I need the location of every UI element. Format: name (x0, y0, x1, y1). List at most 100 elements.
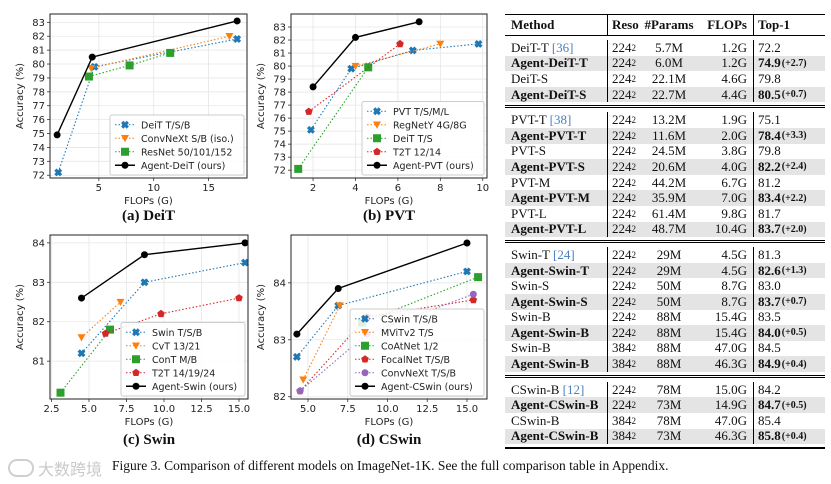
reso-value: 224 (612, 278, 632, 294)
cell-flops: 47.0G (714, 340, 747, 356)
y-tick-label: 82 (273, 392, 286, 403)
cell-top1: 78.4 (+3.3) (753, 128, 825, 144)
cell-params: 24.5M (651, 143, 687, 159)
cell-method: PVT-T [38] (505, 112, 607, 128)
top1-value: 84.7 (758, 397, 781, 413)
reso-value: 224 (612, 293, 632, 309)
table-row: Swin-S 224 2 50M 8.7G 83.0 (505, 278, 825, 294)
y-tick-label: 77 (32, 101, 45, 112)
y-tick-label: 72 (32, 171, 45, 182)
cell-top1: 85.4 (753, 413, 825, 429)
cell-top1: 82.6 (+1.3) (753, 263, 825, 279)
cell-top1: 81.2 (753, 175, 825, 191)
cell-params: 61.4M (651, 205, 687, 221)
y-tick-label: 81 (32, 357, 45, 368)
cell-top1: 85.8 (+0.4) (753, 428, 825, 445)
legend-marker (361, 369, 369, 377)
citation-link[interactable]: [12] (562, 381, 585, 397)
data-point (351, 33, 359, 41)
x-tick-label: 15 (202, 183, 215, 194)
data-point (84, 72, 93, 81)
cell-reso: 224 2 (607, 55, 641, 72)
cell-flops: 4.6G (721, 70, 747, 86)
top1-delta: (+2.7) (781, 57, 807, 69)
header-flops: FLOPs (707, 17, 747, 32)
method-name: Agent-Swin-S (511, 293, 588, 309)
cell-reso: 224 2 (607, 278, 641, 294)
top1-value: 81.2 (758, 174, 781, 190)
citation-link[interactable]: [24] (553, 246, 575, 262)
legend: DeiT T/S/B ConvNeXt S/B (iso.) ResNet 50/1… (109, 114, 245, 176)
reso-value: 224 (612, 309, 632, 325)
cell-method: Agent-PVT-T (505, 128, 607, 144)
cell-flops: 8.7G (721, 278, 747, 294)
method-name: Swin-B (511, 340, 551, 356)
cell-reso: 224 2 (607, 263, 641, 279)
reso-value: 224 (612, 127, 632, 143)
legend-marker (121, 120, 129, 129)
cell-method: Swin-B (505, 309, 607, 325)
legend-label: DeiT T/S/B (141, 120, 190, 131)
plot-frame (290, 234, 488, 400)
table-row: Swin-B 224 2 88M 15.4G 83.5 (505, 309, 825, 326)
y-tick-label: 84 (32, 238, 45, 249)
data-point (241, 239, 249, 247)
cell-reso: 224 2 (607, 128, 641, 144)
cell-params: 48.7M (651, 221, 687, 237)
table-row: PVT-L 224 2 61.4M 9.8G 81.7 (505, 206, 825, 222)
cell-reso: 224 2 (607, 397, 641, 414)
cell-flops: 1.9G (721, 112, 747, 128)
x-axis-label: FLOPs (G) (365, 417, 414, 428)
legend-marker (132, 368, 140, 376)
method-name: CSwin-B (511, 381, 560, 397)
table-row: Agent-Swin-S 224 2 50M 8.7G 83.7 (+0.7) (505, 294, 825, 310)
cell-method: Agent-PVT-M (505, 190, 607, 206)
data-point (351, 62, 360, 71)
chart-3: 5.0 7.5 10.0 12.5 15.0 82 83 84 CSwin T/S/B MViTv… (256, 234, 488, 448)
cell-reso: 384 2 (607, 356, 641, 372)
cell-flops: 7.0G (721, 190, 747, 206)
legend-label: CvT 13/21 (152, 341, 200, 352)
method-name: PVT-L (511, 205, 547, 221)
y-tick-label: 82 (32, 317, 45, 328)
cell-reso: 224 2 (607, 309, 641, 326)
citation-link[interactable]: [38] (549, 112, 572, 128)
cell-flops: 2.0G (721, 127, 747, 143)
header-top1: Top-1 (753, 15, 825, 35)
y-tick-label: 74 (273, 140, 286, 151)
data-point (78, 294, 85, 302)
cell-reso: 224 2 (607, 175, 641, 191)
method-name: Agent-Swin-B (511, 356, 590, 372)
cell-top1: 84.2 (753, 382, 825, 398)
table-row: Agent-CSwin-B 384 2 73M 46.3G 85.8 (+0.4) (505, 428, 825, 445)
data-point (233, 35, 242, 43)
top1-value: 81.7 (758, 205, 781, 221)
cell-reso: 224 2 (607, 382, 641, 398)
table-row: Agent-DeiT-T 224 2 6.0M 1.2G 74.9 (+2.7) (505, 55, 825, 72)
reso-value: 224 (612, 221, 632, 237)
y-tick-label: 74 (32, 143, 45, 154)
series-line (81, 242, 246, 299)
method-name: DeiT-T (511, 39, 549, 55)
method-name: Agent-PVT-T (511, 127, 587, 143)
cell-params: 73M (656, 397, 682, 413)
top1-delta: (+2.2) (781, 192, 807, 204)
cell-reso: 224 2 (607, 159, 641, 175)
data-point (463, 239, 471, 247)
plot-frame (49, 13, 248, 179)
cell-top1: 83.7 (+2.0) (753, 221, 825, 238)
method-name: PVT-S (511, 143, 546, 159)
cell-params: 6.0M (655, 55, 683, 71)
method-name: PVT-T (511, 112, 547, 128)
table-row: PVT-T [38] 224 2 13.2M 1.9G 75.1 (505, 112, 825, 128)
y-tick-label: 75 (32, 129, 45, 140)
citation-link[interactable]: [36] (551, 39, 574, 55)
top1-delta: (+0.5) (781, 399, 807, 411)
y-tick-label: 76 (273, 114, 286, 125)
reso-value: 224 (612, 174, 632, 190)
method-name: CSwin-B (511, 412, 560, 428)
legend-marker (121, 135, 129, 143)
y-tick-label: 81 (273, 49, 286, 60)
legend-box (361, 101, 485, 176)
top1-value: 84.5 (758, 340, 781, 356)
